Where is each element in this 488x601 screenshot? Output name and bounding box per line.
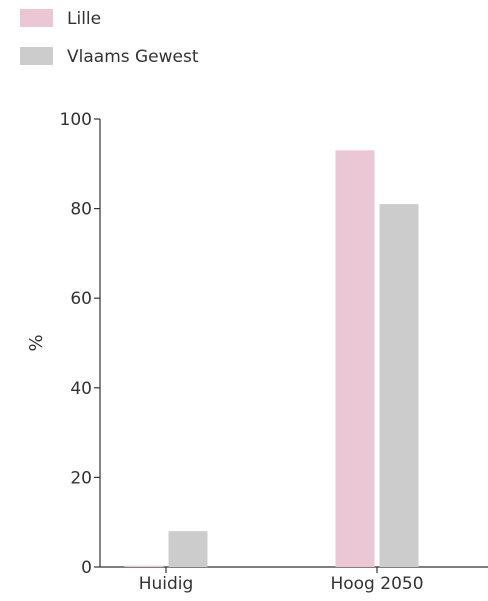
y-tick-label: 0 — [81, 558, 92, 578]
legend-label-0: Lille — [67, 9, 101, 29]
bar-1-0[interactable] — [168, 531, 208, 567]
x-tick-label: Huidig — [139, 574, 194, 594]
bar-0-1[interactable] — [335, 150, 375, 568]
legend-swatch-1 — [20, 47, 53, 65]
y-tick-label: 60 — [70, 289, 92, 309]
x-tick-label: Hoog 2050 — [330, 574, 423, 594]
y-axis: 0 20 40 60 80 100% — [26, 110, 101, 578]
y-tick-label: 20 — [70, 468, 92, 488]
legend-label-1: Vlaams Gewest — [67, 47, 199, 67]
bar-1-1[interactable] — [379, 204, 419, 567]
x-axis: Huidig Hoog 2050 — [100, 566, 488, 594]
legend-swatch-0 — [20, 9, 53, 27]
bar-0-0[interactable] — [124, 565, 164, 567]
y-axis-label: % — [26, 334, 47, 351]
y-tick-label: 100 — [60, 110, 92, 130]
y-tick-label: 40 — [70, 379, 92, 399]
y-tick-label: 80 — [70, 200, 92, 220]
legend: Lille Vlaams Gewest — [20, 9, 199, 67]
bars — [124, 150, 419, 568]
